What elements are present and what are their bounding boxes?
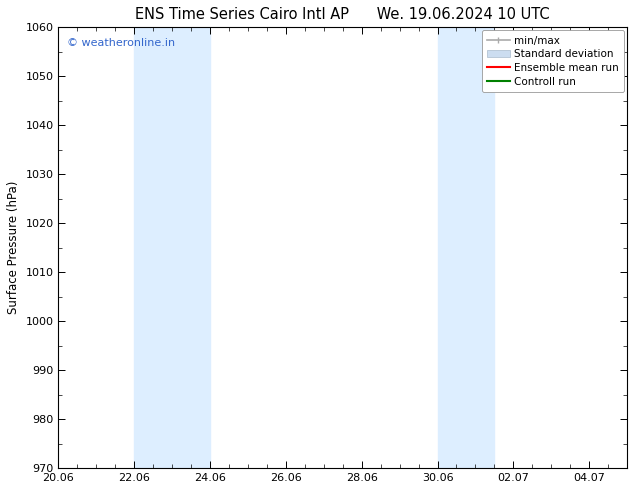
Legend: min/max, Standard deviation, Ensemble mean run, Controll run: min/max, Standard deviation, Ensemble me… xyxy=(482,30,624,92)
Y-axis label: Surface Pressure (hPa): Surface Pressure (hPa) xyxy=(7,181,20,315)
Title: ENS Time Series Cairo Intl AP      We. 19.06.2024 10 UTC: ENS Time Series Cairo Intl AP We. 19.06.… xyxy=(136,7,550,22)
Bar xyxy=(437,27,495,468)
Bar xyxy=(134,27,210,468)
Text: © weatheronline.in: © weatheronline.in xyxy=(67,38,175,49)
